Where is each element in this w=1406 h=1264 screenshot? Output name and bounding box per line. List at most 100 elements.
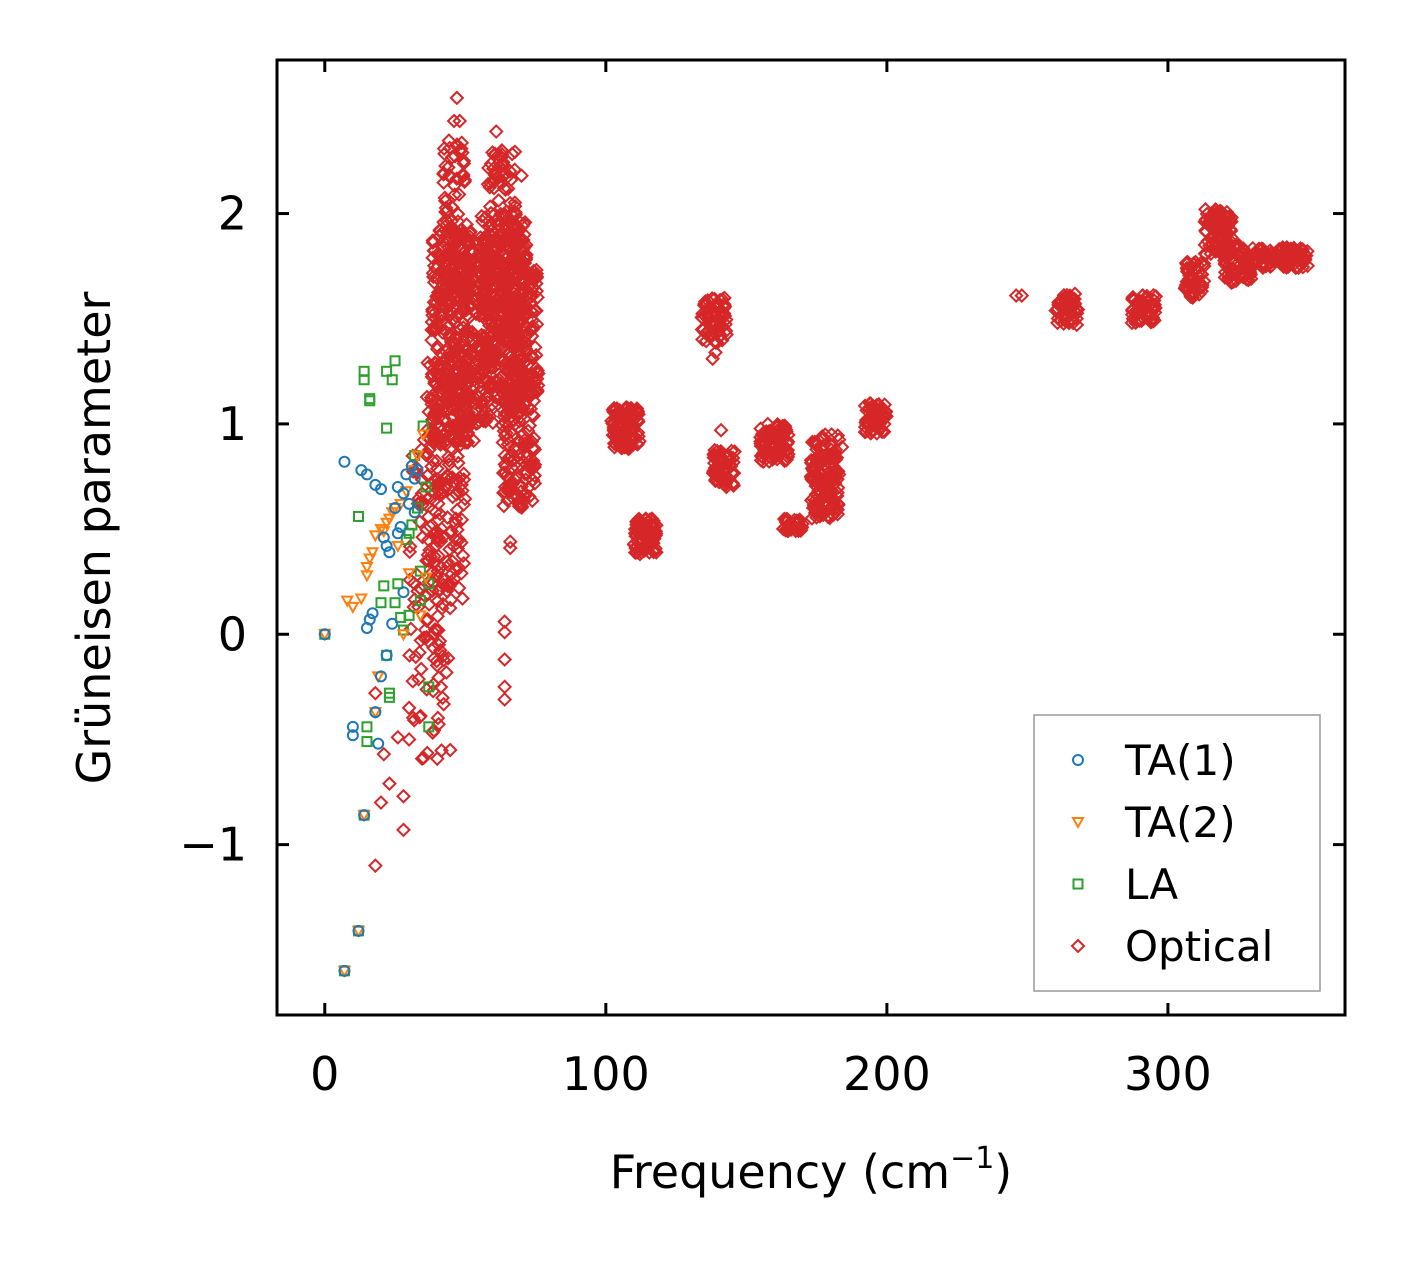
data-point bbox=[458, 371, 474, 387]
legend-label: TA(2) bbox=[1124, 798, 1236, 847]
data-point bbox=[1218, 238, 1234, 254]
data-point bbox=[513, 479, 529, 495]
data-point bbox=[514, 332, 530, 347]
data-point bbox=[522, 418, 538, 434]
data-point bbox=[464, 332, 479, 347]
data-point bbox=[606, 423, 622, 439]
data-point bbox=[1297, 252, 1313, 268]
data-point bbox=[528, 303, 544, 319]
data-point bbox=[461, 237, 477, 253]
data-point bbox=[403, 497, 416, 510]
data-point bbox=[857, 424, 873, 440]
data-point bbox=[458, 291, 474, 306]
data-point bbox=[406, 712, 422, 728]
data-point bbox=[378, 580, 390, 592]
data-point bbox=[390, 729, 406, 745]
data-point bbox=[416, 429, 430, 442]
data-point bbox=[620, 434, 636, 450]
data-point bbox=[419, 629, 435, 645]
data-point bbox=[497, 652, 513, 667]
data-point bbox=[702, 299, 717, 315]
data-point bbox=[508, 226, 524, 241]
data-point bbox=[498, 321, 513, 337]
data-point bbox=[830, 428, 846, 443]
data-point bbox=[450, 455, 466, 471]
data-point bbox=[713, 422, 729, 438]
data-point bbox=[424, 302, 440, 318]
data-point bbox=[491, 193, 507, 208]
data-point bbox=[432, 356, 448, 371]
data-point bbox=[871, 418, 886, 434]
data-point bbox=[706, 450, 722, 465]
data-point bbox=[374, 483, 387, 496]
data-point bbox=[623, 400, 639, 416]
data-point bbox=[863, 425, 879, 441]
data-point bbox=[445, 489, 461, 505]
data-point bbox=[423, 681, 435, 693]
data-point bbox=[492, 331, 508, 347]
data-point bbox=[502, 336, 518, 352]
data-point bbox=[805, 460, 821, 475]
data-point bbox=[381, 365, 393, 377]
data-point bbox=[500, 492, 515, 508]
data-point bbox=[382, 513, 397, 526]
data-point bbox=[420, 481, 432, 493]
data-point bbox=[497, 465, 513, 480]
data-point bbox=[454, 512, 470, 528]
data-point bbox=[482, 175, 498, 191]
data-point bbox=[361, 736, 373, 748]
data-point bbox=[416, 750, 432, 766]
data-point bbox=[373, 795, 389, 810]
data-point bbox=[780, 523, 796, 539]
data-point bbox=[507, 219, 523, 235]
data-point bbox=[486, 180, 502, 196]
data-point bbox=[389, 355, 401, 367]
data-point bbox=[439, 224, 455, 240]
legend-marker bbox=[1071, 817, 1085, 830]
data-point bbox=[414, 565, 426, 577]
data-point bbox=[524, 493, 540, 509]
data-point bbox=[386, 374, 398, 386]
data-point bbox=[1051, 294, 1066, 310]
data-point bbox=[419, 572, 433, 585]
data-point bbox=[453, 251, 469, 267]
data-point bbox=[452, 437, 468, 453]
data-point bbox=[383, 546, 396, 559]
data-point bbox=[444, 245, 460, 261]
data-point bbox=[695, 332, 710, 347]
data-point bbox=[718, 316, 733, 332]
data-point bbox=[421, 553, 437, 569]
data-point bbox=[620, 437, 635, 453]
data-point bbox=[374, 670, 387, 683]
data-point bbox=[482, 219, 498, 235]
data-point bbox=[502, 540, 518, 556]
data-point bbox=[629, 545, 645, 560]
data-point bbox=[486, 360, 502, 375]
data-point bbox=[338, 964, 351, 977]
data-point bbox=[793, 523, 809, 539]
data-point bbox=[407, 592, 422, 607]
data-point bbox=[381, 422, 393, 434]
data-point bbox=[632, 515, 648, 531]
data-point bbox=[386, 617, 399, 630]
data-point bbox=[511, 363, 527, 379]
data-point bbox=[433, 388, 449, 404]
data-point bbox=[509, 307, 524, 322]
data-point bbox=[707, 472, 723, 488]
data-point bbox=[374, 524, 388, 537]
data-point bbox=[510, 398, 526, 414]
data-point bbox=[456, 153, 472, 169]
data-point bbox=[620, 417, 636, 433]
data-point bbox=[512, 496, 528, 512]
data-point bbox=[455, 416, 471, 432]
data-point bbox=[396, 629, 411, 642]
data-point bbox=[360, 570, 374, 583]
data-point bbox=[435, 690, 450, 706]
data-point bbox=[475, 306, 491, 321]
data-point bbox=[380, 649, 393, 662]
data-point bbox=[435, 234, 451, 250]
data-point bbox=[375, 597, 387, 609]
data-point bbox=[523, 388, 539, 403]
data-point bbox=[476, 230, 492, 246]
data-point bbox=[440, 159, 456, 175]
